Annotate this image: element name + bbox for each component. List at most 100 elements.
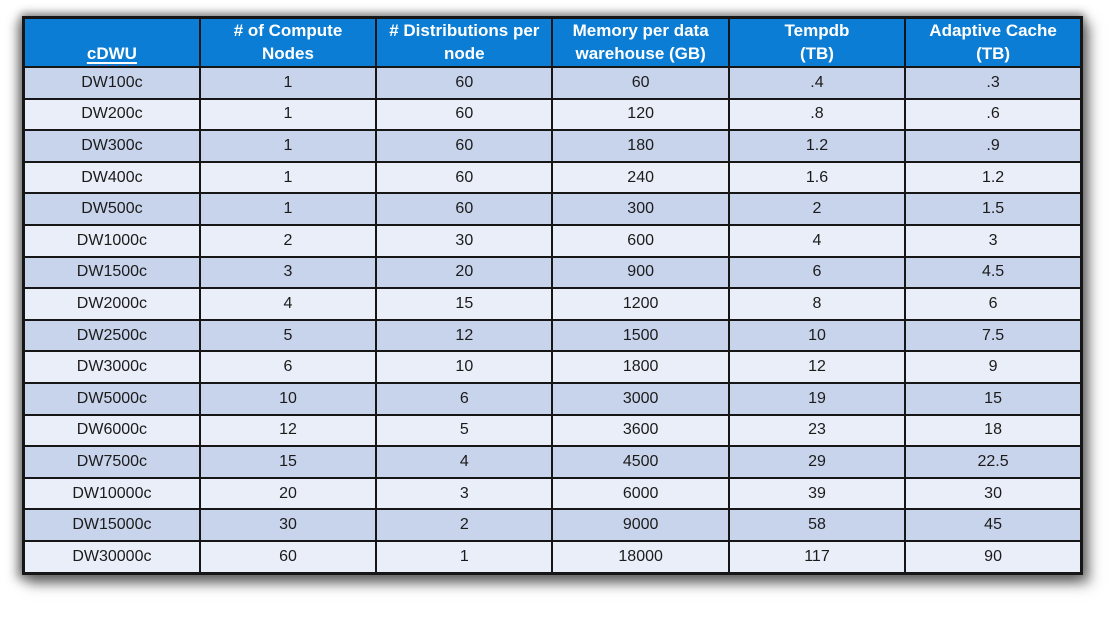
table-cell: 12 (375, 318, 554, 353)
table-row: DW15000c 30 2 9000 58 45 (22, 508, 1083, 542)
table-cell: 90 (904, 539, 1083, 575)
table-cell: 60 (551, 66, 730, 100)
table-cell: .8 (727, 97, 907, 132)
table-cell: DW500c (22, 192, 201, 226)
table-row: DW1500c 3 20 900 6 4.5 (22, 255, 1083, 290)
table-cell: 19 (727, 381, 907, 416)
table-header-row: cDWU # of Compute Nodes # Distributions … (22, 16, 1083, 68)
table-row: DW400c 1 60 240 1.6 1.2 (22, 160, 1083, 195)
table-cell: 1 (198, 66, 378, 100)
table-cell: DW1500c (22, 255, 201, 290)
table-cell: 3 (375, 476, 554, 511)
table-cell: 1200 (551, 287, 730, 321)
column-header-memory-per-dw: Memory per data warehouse (GB) (551, 16, 730, 68)
table-row: DW300c 1 60 180 1.2.9 (22, 129, 1083, 163)
cdwu-underline: cDWU (87, 44, 137, 63)
table-cell: 4 (198, 287, 378, 321)
table-cell: DW1000c (22, 223, 201, 258)
table-cell: 1 (198, 129, 378, 163)
table-cell: 5 (375, 413, 554, 448)
column-header-cdwu: cDWU (22, 16, 201, 68)
table-cell: 1 (198, 192, 378, 226)
table-cell: 1.6 (727, 160, 907, 195)
table-cell: DW300c (22, 129, 201, 163)
table-cell: DW2500c (22, 318, 201, 353)
table-cell: 15 (904, 381, 1083, 416)
table-cell: 1 (198, 97, 378, 132)
table-cell: 3 (904, 223, 1083, 258)
column-header-tempdb: Tempdb (TB) (727, 16, 907, 68)
table-cell: 4 (727, 223, 907, 258)
table-cell: 300 (551, 192, 730, 226)
table-cell: 1.2 (727, 129, 907, 163)
table-cell: 39 (727, 476, 907, 511)
table-cell: 60 (375, 97, 554, 132)
table-cell: 6 (198, 350, 378, 384)
table-cell: 1800 (551, 350, 730, 384)
table-cell: 8 (727, 287, 907, 321)
table-cell: 2 (727, 192, 907, 226)
table-cell: 1 (198, 160, 378, 195)
table-row: DW7500c 15 4 4500 29 22.5 (22, 445, 1083, 479)
table-cell: 9000 (551, 508, 730, 542)
table-cell: 180 (551, 129, 730, 163)
table-cell: DW7500c (22, 445, 201, 479)
table-cell: 6 (375, 381, 554, 416)
column-header-distributions-per-node: # Distributions per node (375, 16, 554, 68)
table-cell: 10 (727, 318, 907, 353)
table-cell: 60 (375, 160, 554, 195)
table-cell: 3000 (551, 381, 730, 416)
table-cell: 4500 (551, 445, 730, 479)
table-row: DW500c 1 60 300 2 1.5 (22, 192, 1083, 226)
table-row: DW3000c 6 10 1800 12 9 (22, 350, 1083, 384)
table-cell: 15 (198, 445, 378, 479)
table-cell: 6 (904, 287, 1083, 321)
table-cell: 12 (727, 350, 907, 384)
table-cell: DW2000c (22, 287, 201, 321)
table-cell: 120 (551, 97, 730, 132)
table-cell: 7.5 (904, 318, 1083, 353)
table-cell: 10 (198, 381, 378, 416)
table-cell: 2 (375, 508, 554, 542)
table-cell: 1.5 (904, 192, 1083, 226)
table-cell: 9 (904, 350, 1083, 384)
table-cell: 5 (198, 318, 378, 353)
table-row: DW30000c 60 1 18000 117 90 (22, 539, 1083, 575)
table-cell: 18 (904, 413, 1083, 448)
table-cell: 60 (375, 129, 554, 163)
table-cell: 18000 (551, 539, 730, 575)
table-row: DW200c 1 60 120.8.6 (22, 97, 1083, 132)
table-cell: 4.5 (904, 255, 1083, 290)
table-cell: DW3000c (22, 350, 201, 384)
table-cell: 900 (551, 255, 730, 290)
table-cell: 2 (198, 223, 378, 258)
table-cell: 1.2 (904, 160, 1083, 195)
table-cell: 10 (375, 350, 554, 384)
table-cell: 22.5 (904, 445, 1083, 479)
table-cell: .9 (904, 129, 1083, 163)
table-cell: 3600 (551, 413, 730, 448)
table-cell: 4 (375, 445, 554, 479)
table-cell: 15 (375, 287, 554, 321)
table-row: DW6000c 12 5 3600 23 18 (22, 413, 1083, 448)
table-cell: .3 (904, 66, 1083, 100)
table-cell: 240 (551, 160, 730, 195)
table-cell: 23 (727, 413, 907, 448)
table-row: DW5000c 10 6 3000 19 15 (22, 381, 1083, 416)
table-image: cDWU # of Compute Nodes # Distributions … (22, 16, 1083, 575)
table-cell: 20 (375, 255, 554, 290)
column-header-compute-nodes: # of Compute Nodes (198, 16, 378, 68)
table-cell: 60 (375, 66, 554, 100)
table-body: DW100c 1 60 60.4.3 DW200c 1 60 120.8.6 DW300c 1 60… (22, 66, 1083, 575)
table-cell: 600 (551, 223, 730, 258)
table-cell: 60 (198, 539, 378, 575)
table-cell: DW30000c (22, 539, 201, 575)
table-cell: 45 (904, 508, 1083, 542)
column-header-adaptive-cache: Adaptive Cache (TB) (904, 16, 1083, 68)
table-row: DW2000c 4 15 1200 8 6 (22, 287, 1083, 321)
table-cell: 6 (727, 255, 907, 290)
table-cell: 12 (198, 413, 378, 448)
table-cell: .6 (904, 97, 1083, 132)
column-header-cdwu-label: cDWU (86, 43, 137, 63)
table-cell: DW100c (22, 66, 201, 100)
